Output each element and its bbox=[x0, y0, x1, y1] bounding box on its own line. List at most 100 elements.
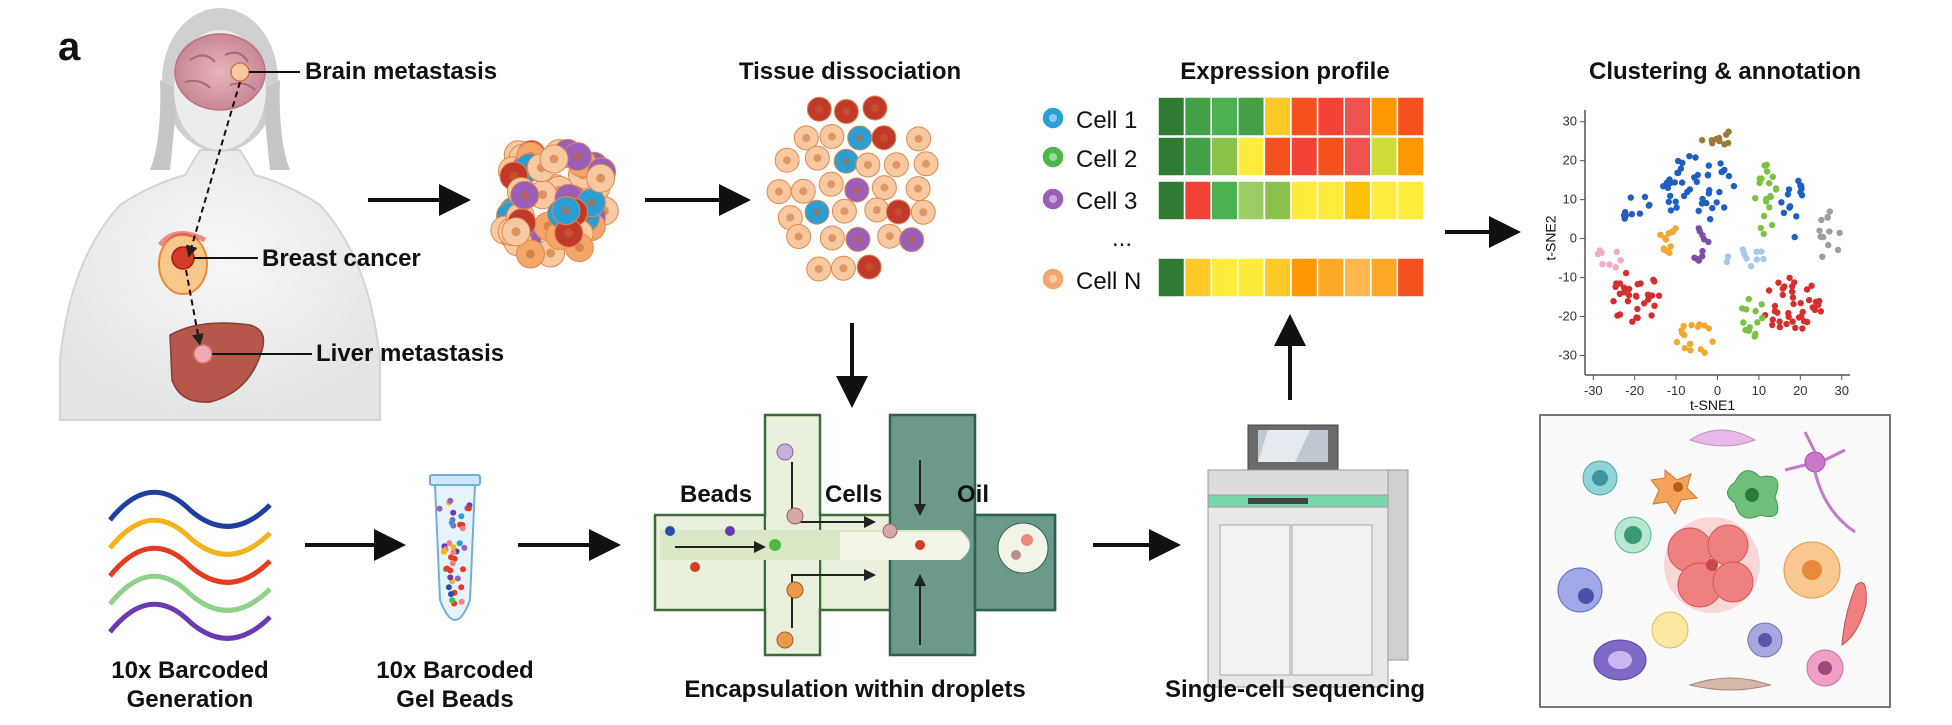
dissociated-cell-nucleus bbox=[853, 235, 862, 244]
dissociated-cell-nucleus bbox=[775, 187, 783, 196]
dissociated-cell-nucleus bbox=[783, 156, 792, 165]
tsne-x-tick-label: 30 bbox=[1834, 383, 1848, 398]
tsne-point bbox=[1677, 165, 1685, 172]
tsne-point bbox=[1759, 314, 1766, 322]
dissociated-cell-nucleus bbox=[813, 208, 821, 217]
tsne-x-tick-label: 0 bbox=[1714, 383, 1721, 398]
microfluidic-chip bbox=[653, 413, 1057, 657]
tsne-point bbox=[1779, 285, 1787, 292]
tsne-point bbox=[1664, 184, 1672, 192]
tsne-point bbox=[1792, 324, 1799, 331]
tsne-point bbox=[1816, 227, 1823, 234]
tsne-y-tick-label: 0 bbox=[1570, 231, 1577, 246]
tsne-point bbox=[1620, 284, 1628, 291]
tsne-point bbox=[1743, 255, 1750, 262]
cell-dot-icon bbox=[1041, 187, 1065, 211]
tsne-point bbox=[1824, 213, 1831, 221]
tsne-point bbox=[1713, 199, 1720, 206]
heatmap-cell bbox=[1370, 257, 1399, 298]
tsne-y-tick-label: 30 bbox=[1563, 114, 1577, 129]
tsne-point bbox=[1783, 320, 1790, 328]
tsne-y-ticks: 30 20 10 0 -10 -20 -30 bbox=[1558, 114, 1585, 363]
dissociated-cells bbox=[766, 95, 939, 282]
heatmap-cell bbox=[1210, 257, 1239, 298]
tsne-point bbox=[1803, 286, 1811, 293]
cell-dot-nucleus bbox=[1049, 195, 1057, 203]
tsne-point bbox=[1778, 199, 1785, 206]
expression-heatmap bbox=[1157, 96, 1425, 298]
expression-cell-dots bbox=[1041, 106, 1065, 291]
tsne-y-tick-label: -10 bbox=[1558, 270, 1577, 285]
heatmap-cell bbox=[1343, 96, 1372, 137]
tsne-point bbox=[1760, 255, 1767, 263]
tsne-point bbox=[1790, 300, 1797, 308]
neutrophil-icon bbox=[1806, 649, 1844, 687]
tsne-point bbox=[1798, 313, 1805, 320]
endothelial-cell-icon bbox=[1783, 541, 1841, 599]
tsne-point bbox=[1657, 231, 1664, 238]
tsne-point bbox=[1641, 300, 1648, 307]
barcode-waves bbox=[108, 489, 272, 641]
tsne-point bbox=[1754, 319, 1761, 326]
tsne-point bbox=[1769, 316, 1777, 323]
tsne-point bbox=[1771, 308, 1779, 315]
tsne-point bbox=[1673, 204, 1680, 211]
dissociated-cell-nucleus bbox=[852, 186, 861, 194]
tsne-point bbox=[1721, 166, 1728, 174]
tsne-point bbox=[1776, 323, 1784, 331]
cell-2-label: Cell 2 bbox=[1076, 146, 1138, 173]
dendritic-cell-icon bbox=[1727, 470, 1779, 519]
dissociated-cell-nucleus bbox=[827, 132, 836, 141]
dissociated-cell-nucleus bbox=[870, 104, 879, 112]
cell-dot-nucleus bbox=[1049, 275, 1057, 283]
tsne-point bbox=[1634, 305, 1641, 313]
tsne-point bbox=[1717, 160, 1724, 167]
tsne-point bbox=[1765, 287, 1773, 294]
tsne-point bbox=[1752, 330, 1759, 338]
tsne-point bbox=[1641, 193, 1649, 201]
tsne-point bbox=[1620, 211, 1628, 219]
tsne-point bbox=[1681, 331, 1688, 339]
gel-bead bbox=[449, 560, 456, 567]
tsne-point bbox=[1674, 157, 1682, 165]
cell-n-label: Cell N bbox=[1076, 268, 1142, 295]
tsne-y-tick-label: -30 bbox=[1558, 348, 1577, 363]
tsne-point bbox=[1655, 292, 1663, 299]
tsne-point bbox=[1680, 192, 1688, 200]
tsne-point bbox=[1616, 280, 1624, 287]
tsne-point bbox=[1651, 278, 1658, 285]
expression-profile-title: Expression profile bbox=[1180, 58, 1390, 85]
tsne-point bbox=[1667, 192, 1674, 200]
b-cell-icon bbox=[1614, 516, 1652, 554]
tsne-point bbox=[1817, 233, 1824, 240]
dissociated-cell-nucleus bbox=[814, 265, 823, 273]
tsne-point bbox=[1766, 180, 1773, 187]
tsne-point bbox=[1725, 139, 1732, 147]
tsne-point bbox=[1672, 225, 1679, 232]
tumor-cell-nucleus bbox=[596, 173, 606, 183]
dissociated-cell-nucleus bbox=[840, 207, 849, 216]
tsne-point bbox=[1622, 269, 1630, 277]
fibroblast-bottom-icon bbox=[1688, 677, 1772, 691]
heatmap-cell bbox=[1237, 136, 1266, 177]
gel-bead bbox=[450, 549, 457, 556]
tsne-point bbox=[1606, 261, 1613, 268]
heatmap-cell bbox=[1183, 180, 1212, 221]
tsne-point bbox=[1651, 302, 1658, 309]
tsne-point bbox=[1739, 246, 1747, 253]
tsne-point bbox=[1699, 232, 1706, 239]
dissociated-cell-nucleus bbox=[922, 159, 931, 168]
tsne-point bbox=[1753, 248, 1760, 255]
tsne-point bbox=[1760, 230, 1767, 238]
tsne-point bbox=[1616, 311, 1624, 318]
tsne-point bbox=[1667, 243, 1674, 250]
tsne-point bbox=[1686, 186, 1694, 193]
tsne-point bbox=[1665, 198, 1673, 206]
tumor-cell-nucleus bbox=[549, 154, 559, 164]
heatmap-cell bbox=[1210, 96, 1239, 137]
tsne-point bbox=[1752, 195, 1759, 202]
tumor-cell-nucleus bbox=[511, 227, 521, 237]
tsne-point bbox=[1598, 249, 1605, 256]
heatmap-cell bbox=[1210, 180, 1239, 221]
heatmap-cell bbox=[1396, 96, 1425, 137]
